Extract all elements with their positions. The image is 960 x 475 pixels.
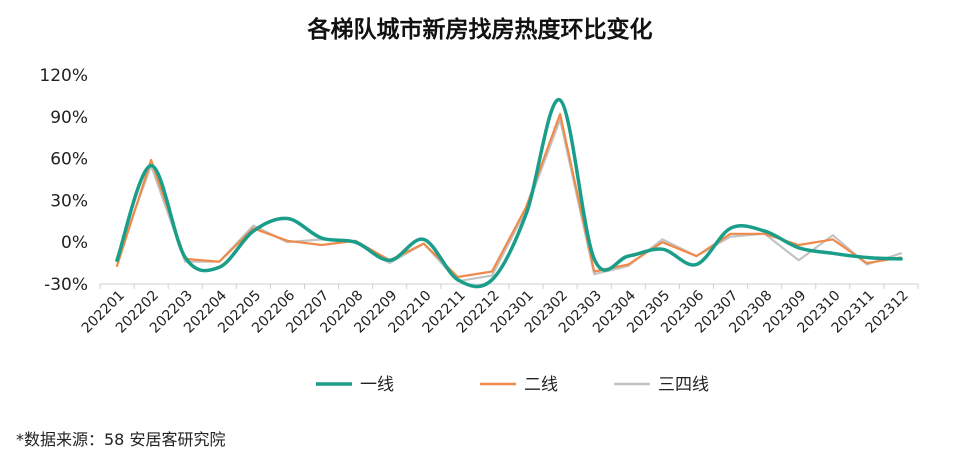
y-tick-label: 0% <box>61 233 88 253</box>
series-line-2 <box>115 112 903 279</box>
legend-label: 三四线 <box>658 375 709 395</box>
y-tick-label: 90% <box>50 108 88 128</box>
legend: 一线 二线 三四线 <box>316 375 709 395</box>
y-axis: -30% 0% 30% 60% 90% 120% <box>39 66 88 295</box>
source-note: *数据来源：58 安居客研究院 <box>16 430 226 449</box>
legend-label: 一线 <box>360 375 394 395</box>
series-line-1 <box>115 98 903 289</box>
line-chart: -30% 0% 30% 60% 90% 120% 20220120220220220320… <box>39 66 919 395</box>
chart-title: 各梯队城市新房找房热度环比变化 <box>307 17 653 43</box>
y-tick-label: 120% <box>39 66 88 86</box>
y-tick-label: 30% <box>50 191 88 211</box>
series-line-3 <box>115 118 903 283</box>
y-tick-label: 60% <box>50 150 88 170</box>
y-tick-label: -30% <box>44 275 88 295</box>
legend-label: 二线 <box>524 375 558 395</box>
plot-area <box>115 98 903 289</box>
x-axis: 2022012022022022032022042022052022062022… <box>79 284 919 337</box>
